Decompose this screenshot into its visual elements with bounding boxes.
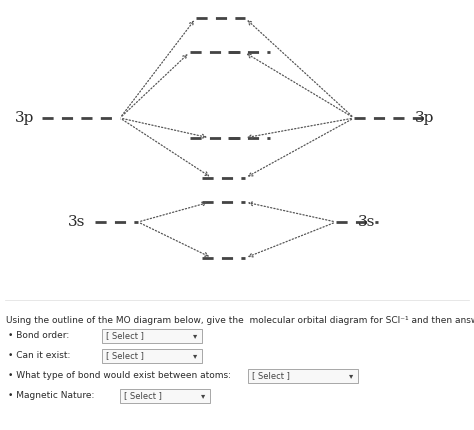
Text: 3s: 3s (68, 215, 85, 229)
FancyBboxPatch shape (120, 389, 210, 403)
Text: [ Select ]: [ Select ] (106, 351, 144, 360)
Text: [ Select ]: [ Select ] (106, 332, 144, 341)
Text: • What type of bond would exist between atoms:: • What type of bond would exist between … (8, 372, 231, 381)
FancyBboxPatch shape (248, 369, 358, 383)
Text: 3p: 3p (415, 111, 434, 125)
Text: • Bond order:: • Bond order: (8, 332, 69, 341)
Text: ▾: ▾ (201, 391, 205, 400)
Text: Using the outline of the MO diagram below, give the  molecular orbital diagram f: Using the outline of the MO diagram belo… (6, 316, 474, 325)
Text: [ Select ]: [ Select ] (124, 391, 162, 400)
Text: ▾: ▾ (349, 372, 353, 381)
Text: • Can it exist:: • Can it exist: (8, 351, 70, 360)
Text: ▾: ▾ (193, 351, 197, 360)
Text: 3p: 3p (15, 111, 35, 125)
Text: 3s: 3s (358, 215, 375, 229)
Text: ▾: ▾ (193, 332, 197, 341)
Text: [ Select ]: [ Select ] (252, 372, 290, 381)
FancyBboxPatch shape (102, 329, 202, 343)
Text: • Magnetic Nature:: • Magnetic Nature: (8, 391, 94, 400)
FancyBboxPatch shape (102, 349, 202, 363)
